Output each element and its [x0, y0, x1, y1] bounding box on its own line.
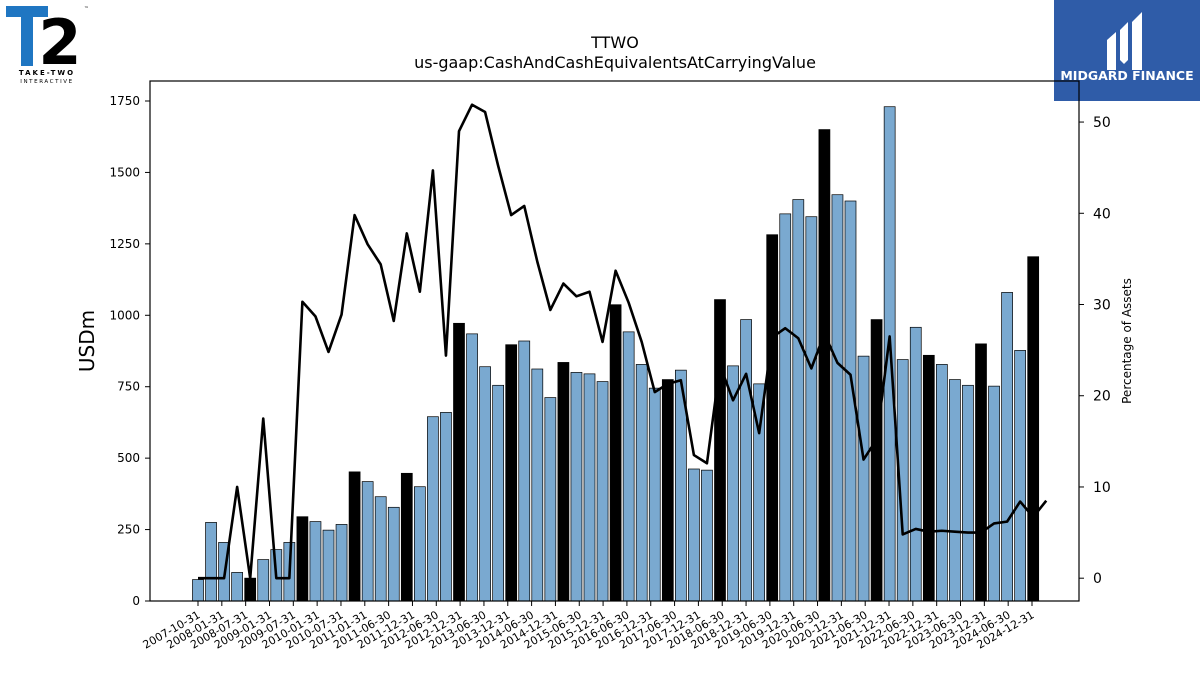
- bar-45: [780, 214, 791, 601]
- bar-13: [362, 482, 373, 601]
- y2tick-label-0: 0: [1093, 571, 1102, 587]
- bar-35: [649, 388, 660, 601]
- bar-5: [258, 560, 269, 601]
- bar-55: [910, 327, 921, 601]
- bar-30: [584, 374, 595, 601]
- y2tick-label-10: 10: [1093, 480, 1111, 496]
- bar-34: [636, 364, 647, 601]
- bar-48: [819, 130, 830, 601]
- bar-26: [532, 369, 543, 601]
- y2tick-label-50: 50: [1093, 115, 1111, 131]
- bar-28: [558, 362, 569, 601]
- y2-axis-label: Percentage of Assets: [1120, 278, 1134, 404]
- bar-64: [1028, 257, 1039, 601]
- bar-42: [741, 320, 752, 601]
- bar-40: [715, 300, 726, 601]
- bar-21: [467, 334, 478, 601]
- bar-22: [480, 367, 491, 601]
- y2tick-label-30: 30: [1093, 298, 1111, 314]
- bar-62: [1002, 292, 1013, 601]
- x-axis-ticks: 2007-10-312008-01-312008-07-312009-01-31…: [141, 601, 1037, 652]
- ytick-label-1750: 1750: [109, 94, 140, 108]
- bar-57: [936, 364, 947, 601]
- bar-18: [427, 417, 438, 601]
- bar-8: [297, 517, 308, 601]
- y2tick-label-20: 20: [1093, 389, 1111, 405]
- bar-61: [989, 386, 1000, 601]
- y2tick-label-40: 40: [1093, 206, 1111, 222]
- bar-60: [976, 344, 987, 601]
- bar-63: [1015, 350, 1026, 601]
- y-axis-label: USDm: [75, 310, 99, 372]
- bar-32: [610, 305, 621, 601]
- bar-12: [349, 472, 360, 601]
- bar-27: [545, 398, 556, 601]
- bar-51: [858, 356, 869, 601]
- bar-3: [232, 572, 243, 601]
- bars-group: [193, 107, 1039, 601]
- bar-56: [923, 355, 934, 601]
- bar-36: [662, 380, 673, 601]
- bar-31: [597, 382, 608, 601]
- ytick-label-750: 750: [117, 380, 140, 394]
- chart-subtitle: us-gaap:CashAndCashEquivalentsAtCarrying…: [414, 53, 816, 72]
- ytick-label-1000: 1000: [109, 308, 140, 322]
- bar-23: [493, 385, 504, 601]
- bar-49: [832, 195, 843, 601]
- bar-24: [506, 345, 517, 601]
- bar-29: [571, 372, 582, 601]
- right-axis-ticks: 0 10 20 30 40 50: [1079, 115, 1111, 587]
- ytick-label-1500: 1500: [109, 165, 140, 179]
- bar-46: [793, 200, 804, 601]
- bar-47: [806, 217, 817, 601]
- ytick-label-500: 500: [117, 451, 140, 465]
- bar-4: [245, 578, 256, 601]
- bar-52: [871, 320, 882, 601]
- chart-title: TTWO: [590, 33, 639, 52]
- bar-59: [962, 385, 973, 601]
- ytick-label-250: 250: [117, 523, 140, 537]
- ytick-label-0: 0: [132, 594, 140, 608]
- bar-16: [401, 473, 412, 601]
- bar-10: [323, 530, 334, 601]
- left-axis-ticks: 0 250 500 750 1000 1250 1500 1750: [109, 94, 150, 608]
- bar-33: [623, 332, 634, 601]
- bar-15: [388, 507, 399, 601]
- bar-25: [519, 341, 530, 601]
- ytick-label-1250: 1250: [109, 237, 140, 251]
- bar-11: [336, 524, 347, 601]
- bar-19: [440, 412, 451, 601]
- bar-58: [949, 380, 960, 601]
- bar-0: [193, 580, 204, 601]
- bar-9: [310, 522, 321, 601]
- bar-1: [206, 522, 217, 601]
- cash-chart: TTWO us-gaap:CashAndCashEquivalentsAtCar…: [0, 0, 1200, 675]
- bar-39: [701, 470, 712, 601]
- bar-17: [414, 487, 425, 601]
- bar-38: [688, 469, 699, 601]
- bar-20: [454, 323, 465, 601]
- bar-44: [767, 235, 778, 601]
- bar-14: [375, 497, 386, 601]
